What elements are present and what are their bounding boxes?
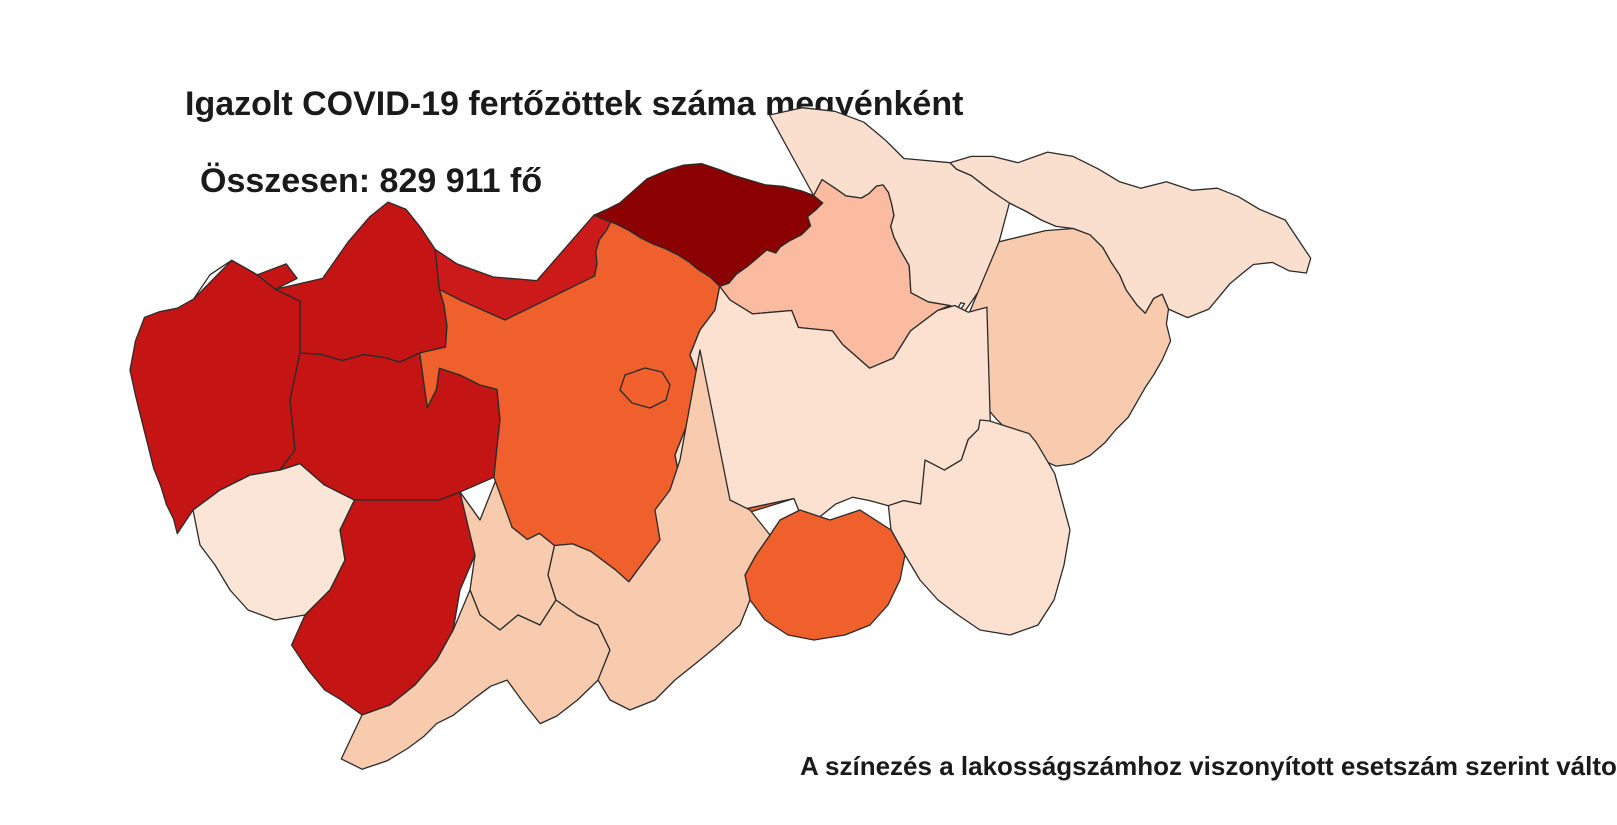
svg-text:A színezés a lakosságszámhoz v: A színezés a lakosságszámhoz viszonyítot… xyxy=(800,751,1617,781)
svg-text:Összesen: 829 911 fő: Összesen: 829 911 fő xyxy=(200,162,542,200)
